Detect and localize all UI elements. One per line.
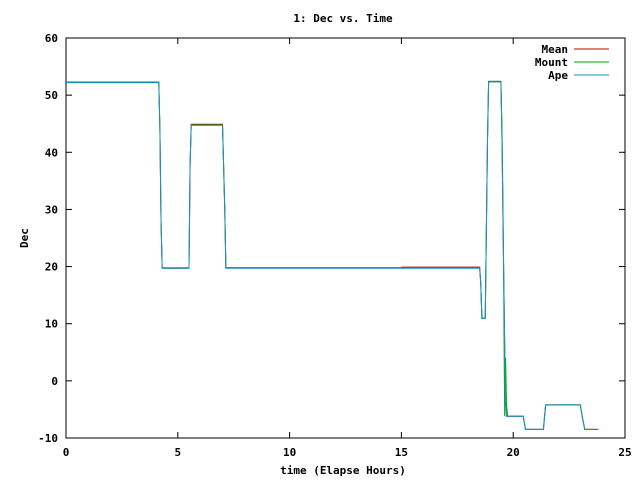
ticks-layer: 0 5 10 15 20 25 -10 0 10 20 30 40 50 60 <box>38 32 632 459</box>
y-tick-label-6: 50 <box>45 89 58 102</box>
y-tick-label-1: 0 <box>51 375 58 388</box>
y-tick-label-2: 10 <box>45 318 58 331</box>
y-tick-label-5: 40 <box>45 146 58 159</box>
chart-title: 1: Dec vs. Time <box>293 12 393 25</box>
x-tick-label-0: 0 <box>63 446 70 459</box>
series-line-mount <box>66 80 599 430</box>
x-tick-label-1: 5 <box>174 446 181 459</box>
x-tick-label-4: 20 <box>507 446 520 459</box>
x-tick-label-2: 10 <box>283 446 296 459</box>
legend-label-ape: Ape <box>548 69 568 82</box>
y-tick-label-3: 20 <box>45 261 58 274</box>
plot-frame <box>65 37 626 439</box>
series-line-mean <box>66 80 599 430</box>
x-tick-label-3: 15 <box>395 446 408 459</box>
legend-label-mount: Mount <box>535 56 568 69</box>
series-layer <box>66 80 599 430</box>
x-axis-label: time (Elapse Hours) <box>280 464 406 477</box>
x-tick-label-5: 25 <box>618 446 631 459</box>
y-axis-label: Dec <box>18 228 31 248</box>
y-tick-label-7: 60 <box>45 32 58 45</box>
legend-label-mean: Mean <box>542 43 569 56</box>
y-tick-label-0: -10 <box>38 432 58 445</box>
y-tick-label-4: 30 <box>45 203 58 216</box>
series-line-ape <box>66 81 599 430</box>
